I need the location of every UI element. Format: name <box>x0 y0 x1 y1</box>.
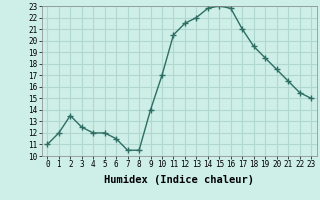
X-axis label: Humidex (Indice chaleur): Humidex (Indice chaleur) <box>104 175 254 185</box>
